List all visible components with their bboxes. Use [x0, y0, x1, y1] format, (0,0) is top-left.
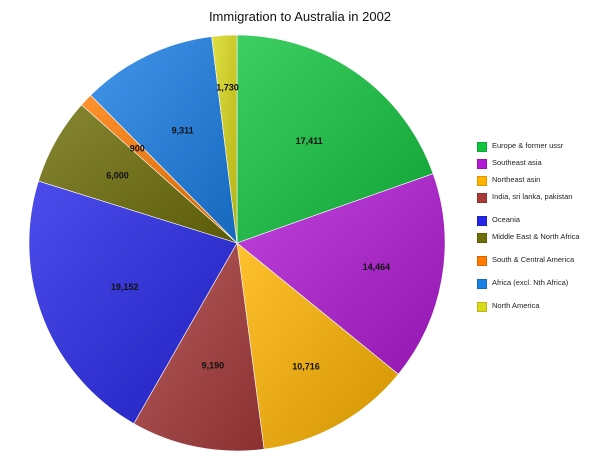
legend-label: Southeast asia: [492, 158, 542, 167]
legend-swatch: [477, 256, 487, 266]
legend-item-india-sri-lanka-pakistan: India, sri lanka, pakistan: [477, 192, 595, 212]
legend-item-south-central-america: South & Central America: [477, 255, 595, 275]
legend: Europe & former ussr Southeast asia Northe…: [477, 141, 595, 312]
legend-swatch: [477, 142, 487, 152]
legend-label: South & Central America: [492, 255, 575, 264]
slice-value-label: 9,311: [172, 126, 194, 136]
chart-title: Immigration to Australia in 2002: [208, 9, 392, 24]
legend-label: India, sri lanka, pakistan: [492, 192, 573, 201]
legend-item-africa-excl-nth-africa: Africa (excl. Nth Africa): [477, 278, 595, 298]
slice-value-label: 19,152: [111, 282, 139, 292]
legend-label: Oceania: [492, 215, 520, 224]
legend-item-oceania: Oceania: [477, 215, 595, 226]
pie-slice-europe-former-ussr: [236, 34, 434, 244]
legend-swatch: [477, 279, 487, 289]
pie-slice-northeast-asin: [236, 242, 399, 450]
pie-slice-north-america: [211, 34, 238, 244]
slice-value-label: 14,464: [363, 262, 391, 272]
legend-swatch: [477, 302, 487, 312]
legend-item-north-america: North America: [477, 301, 595, 312]
legend-swatch: [477, 193, 487, 203]
pie-slice-oceania: [28, 180, 238, 424]
pie-slice-southeast-asia: [236, 173, 446, 375]
legend-label: Northeast asin: [492, 175, 541, 184]
legend-item-middle-east-north-africa: Middle East & North Africa: [477, 232, 595, 252]
slice-value-label: 9,190: [202, 361, 225, 371]
legend-item-southeast-asia: Southeast asia: [477, 158, 595, 169]
legend-label: Africa (excl. Nth Africa): [492, 278, 569, 287]
pie-value-labels: 17,411 14,464 10,716 9,190 19,152 6,000 900 9,3…: [106, 82, 390, 371]
legend-label: North America: [492, 301, 540, 310]
slice-value-label: 17,411: [296, 136, 323, 146]
pie-slice-india-sri-lanka-pakistan: [133, 242, 265, 452]
slice-value-label: 6,000: [106, 170, 129, 180]
legend-item-northeast-asin: Northeast asin: [477, 175, 595, 186]
legend-label: Europe & former ussr: [492, 141, 564, 150]
legend-swatch: [477, 159, 487, 169]
slice-value-label: 900: [130, 144, 145, 154]
legend-item-europe-former-ussr: Europe & former ussr: [477, 141, 595, 152]
legend-swatch: [477, 233, 487, 243]
slice-value-label: 10,716: [292, 362, 320, 372]
slice-value-label: 1,730: [216, 82, 239, 92]
pie-slices: [28, 34, 446, 452]
legend-label: Middle East & North Africa: [492, 232, 580, 241]
legend-swatch: [477, 176, 487, 186]
legend-swatch: [477, 216, 487, 226]
pie-slice-africa-excl-nth-africa: [90, 36, 238, 244]
